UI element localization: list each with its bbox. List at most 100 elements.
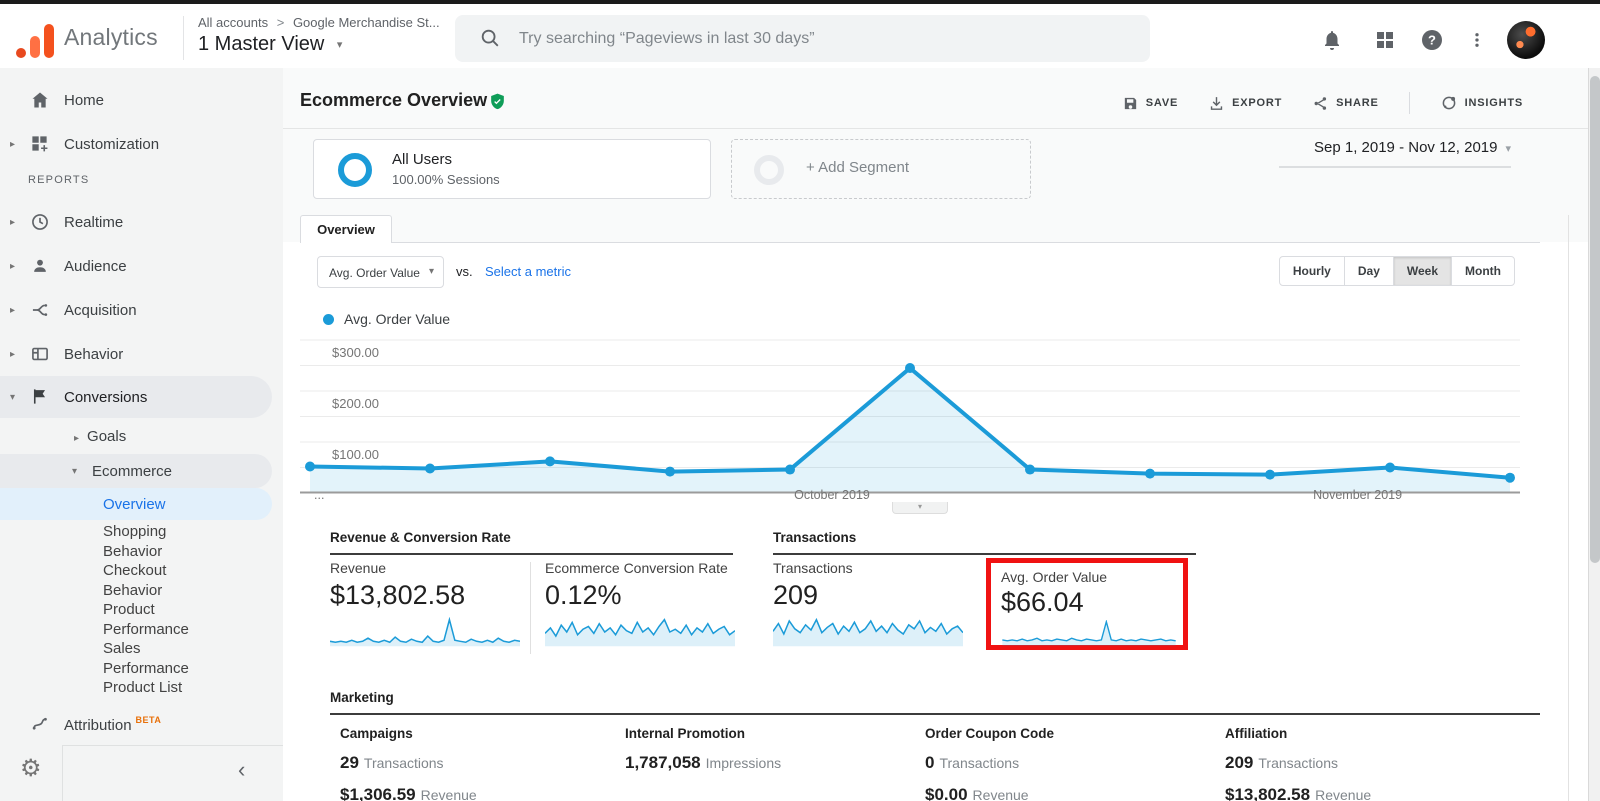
vs-label: vs. [456, 264, 473, 279]
segments-panel: All Users 100.00% Sessions + Add Segment… [283, 128, 1600, 215]
expand-right-icon: ▸ [10, 304, 16, 316]
marketing-col-campaigns[interactable]: Campaigns 29 Transactions $1,306.59 Revenu… [340, 726, 477, 801]
add-segment-button[interactable]: + Add Segment [731, 139, 1031, 199]
transactions-sparkline [772, 617, 964, 647]
sidebar-item-shopping-behavior[interactable]: Shopping Behavior [103, 523, 167, 560]
sidebar-item-attribution[interactable]: Attribution BETA [0, 706, 272, 742]
select-metric-link[interactable]: Select a metric [485, 264, 571, 279]
more-vertical-icon[interactable] [1468, 28, 1486, 52]
avg-order-value-sparkline [1002, 619, 1176, 646]
breadcrumb-separator-icon: > [276, 15, 285, 30]
logo-bar-dot [16, 48, 26, 58]
sidebar-item-behavior[interactable]: ▸ Behavior [10, 345, 124, 363]
granularity-day-button[interactable]: Day [1343, 256, 1394, 286]
breadcrumb-root[interactable]: All accounts [198, 15, 269, 30]
admin-gear-icon[interactable]: ⚙ [20, 755, 42, 782]
section-revenue-conversion-title: Revenue & Conversion Rate [330, 530, 733, 555]
brand-name: Analytics [64, 24, 158, 50]
sidebar-item-acquisition[interactable]: ▸ Acquisition [10, 300, 137, 320]
x-axis-overflow-label: ... [314, 488, 325, 502]
help-icon[interactable]: ? [1420, 28, 1444, 52]
sidebar-item-product-list[interactable]: Product List [103, 679, 183, 696]
share-icon [1314, 96, 1327, 110]
section-marketing-title: Marketing [330, 690, 1540, 715]
customization-icon [30, 134, 50, 154]
x-axis-label: October 2019 [794, 488, 870, 502]
scrollbar[interactable] [1588, 68, 1600, 801]
segment-title: All Users [392, 151, 453, 168]
granularity-hourly-button[interactable]: Hourly [1278, 256, 1345, 286]
date-range-picker[interactable]: Sep 1, 2019 - Nov 12, 2019 ▾ [1279, 139, 1511, 168]
expand-right-icon: ▸ [74, 433, 80, 444]
breadcrumb[interactable]: All accounts > Google Merchandise St... [198, 15, 440, 30]
tab-divider [300, 242, 1540, 243]
metric-dropdown-value: Avg. Order Value [329, 266, 420, 280]
svg-text:$300.00: $300.00 [332, 345, 379, 360]
logo-bar-tall [44, 24, 54, 58]
sidebar-item-checkout-behavior[interactable]: Checkout Behavior [103, 562, 167, 599]
sidebar-item-ecommerce[interactable]: ▾ Ecommerce [0, 454, 272, 488]
collapse-sidebar-icon[interactable]: ‹ [238, 757, 246, 782]
main-content: Ecommerce Overview SAVE EXPORT SHARE INS… [283, 68, 1600, 801]
scrollbar-thumb[interactable] [1590, 76, 1600, 563]
avatar[interactable] [1507, 21, 1545, 59]
footer-divider [62, 745, 283, 746]
svg-text:$100.00: $100.00 [332, 447, 379, 462]
toolbar-divider [1408, 92, 1410, 114]
granularity-week-button[interactable]: Week [1392, 256, 1453, 286]
chevron-down-icon: ▾ [1505, 143, 1511, 155]
metric-card-conversion-rate[interactable]: Ecommerce Conversion Rate 0.12% [544, 560, 736, 652]
segment-all-users[interactable]: All Users 100.00% Sessions [313, 139, 711, 199]
marketing-col-affiliation[interactable]: Affiliation 209 Transactions $13,802.58 Re… [1225, 726, 1372, 801]
app-header: Analytics All accounts > Google Merchand… [0, 4, 1600, 68]
audience-person-icon [30, 256, 50, 276]
chevron-down-icon: ▾ [428, 266, 434, 277]
realtime-clock-icon [30, 212, 50, 232]
marketing-col-internal-promotion[interactable]: Internal Promotion 1,787,058 Impressions [625, 726, 782, 772]
conversions-flag-icon [30, 387, 50, 407]
save-button[interactable]: SAVE [1122, 95, 1178, 112]
search-input[interactable] [519, 15, 1119, 62]
granularity-group: Hourly Day Week Month [1278, 256, 1515, 286]
sidebar-item-overview-selected[interactable]: Overview [0, 488, 272, 520]
sidebar-item-audience[interactable]: ▸ Audience [10, 256, 127, 276]
acquisition-icon [30, 300, 50, 320]
chart-collapse-handle[interactable]: ▾ [892, 502, 948, 514]
notifications-bell-icon[interactable] [1320, 28, 1344, 52]
view-name: 1 Master View [198, 33, 325, 55]
metric-card-revenue[interactable]: Revenue $13,802.58 [329, 560, 521, 652]
share-button[interactable]: SHARE [1312, 95, 1379, 112]
date-underline [1279, 166, 1511, 168]
search-icon [481, 29, 499, 47]
footer-vertical-divider [62, 745, 63, 801]
sidebar-item-customization[interactable]: ▸ Customization [10, 134, 160, 154]
browser-edge-strip [0, 0, 1600, 4]
svg-text:?: ? [1428, 33, 1436, 48]
view-selector[interactable]: 1 Master View ▾ [198, 33, 342, 56]
granularity-month-button[interactable]: Month [1451, 256, 1515, 286]
apps-grid-icon[interactable] [1373, 28, 1397, 52]
search-bar[interactable] [455, 15, 1150, 62]
marketing-col-order-coupon[interactable]: Order Coupon Code 0 Transactions $0.00 Rev… [925, 726, 1054, 801]
expand-down-icon: ▾ [10, 391, 16, 403]
timeseries-chart[interactable]: $100.00 $200.00 $300.00 [300, 336, 1520, 496]
tab-overview[interactable]: Overview [300, 215, 392, 243]
chevron-down-icon: ▾ [336, 39, 343, 51]
verified-shield-icon [488, 91, 507, 117]
sidebar-item-realtime[interactable]: ▸ Realtime [10, 212, 124, 232]
home-icon [30, 90, 50, 110]
metric-card-avg-order-value-highlighted[interactable]: Avg. Order Value $66.04 [986, 558, 1188, 650]
sidebar-item-conversions[interactable]: ▾ Conversions [0, 376, 272, 418]
sidebar-item-sales-performance[interactable]: Sales Performance [103, 640, 189, 677]
sidebar-item-product-performance[interactable]: Product Performance [103, 601, 189, 638]
insights-button[interactable]: INSIGHTS [1440, 94, 1523, 112]
export-button[interactable]: EXPORT [1208, 95, 1282, 112]
sidebar-item-home[interactable]: Home [0, 80, 272, 120]
header-divider [183, 16, 184, 60]
sidebar-item-goals[interactable]: ▸ Goals [74, 428, 127, 445]
analytics-logo-icon[interactable] [16, 20, 60, 58]
segment-subtitle: 100.00% Sessions [392, 172, 500, 187]
breadcrumb-account[interactable]: Google Merchandise St... [292, 15, 440, 30]
metric-dropdown[interactable]: Avg. Order Value ▾ [317, 256, 444, 288]
metric-card-transactions[interactable]: Transactions 209 [772, 560, 964, 652]
